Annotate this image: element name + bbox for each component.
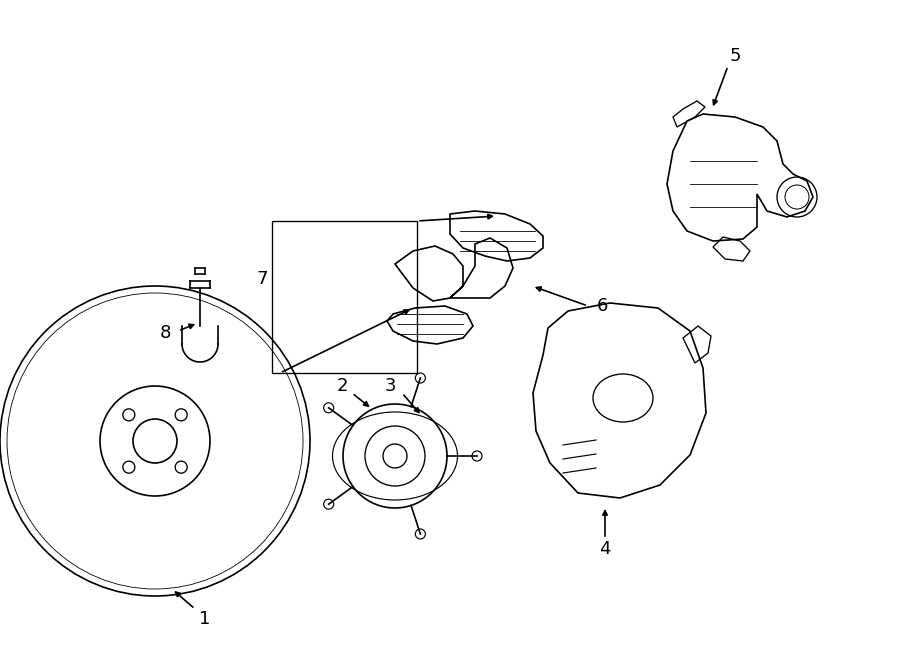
Bar	[272, 221, 417, 373]
Circle shape	[415, 373, 426, 383]
Text: 5: 5	[729, 47, 741, 65]
Circle shape	[472, 451, 482, 461]
Text: 7: 7	[256, 270, 268, 288]
Text: 2: 2	[337, 377, 347, 395]
Text: 1: 1	[199, 610, 211, 628]
Text: 4: 4	[599, 540, 611, 558]
Text: 8: 8	[159, 324, 171, 342]
Circle shape	[324, 403, 334, 413]
Text: 6: 6	[597, 297, 608, 315]
Text: 3: 3	[384, 377, 396, 395]
Circle shape	[324, 499, 334, 509]
Circle shape	[415, 529, 426, 539]
